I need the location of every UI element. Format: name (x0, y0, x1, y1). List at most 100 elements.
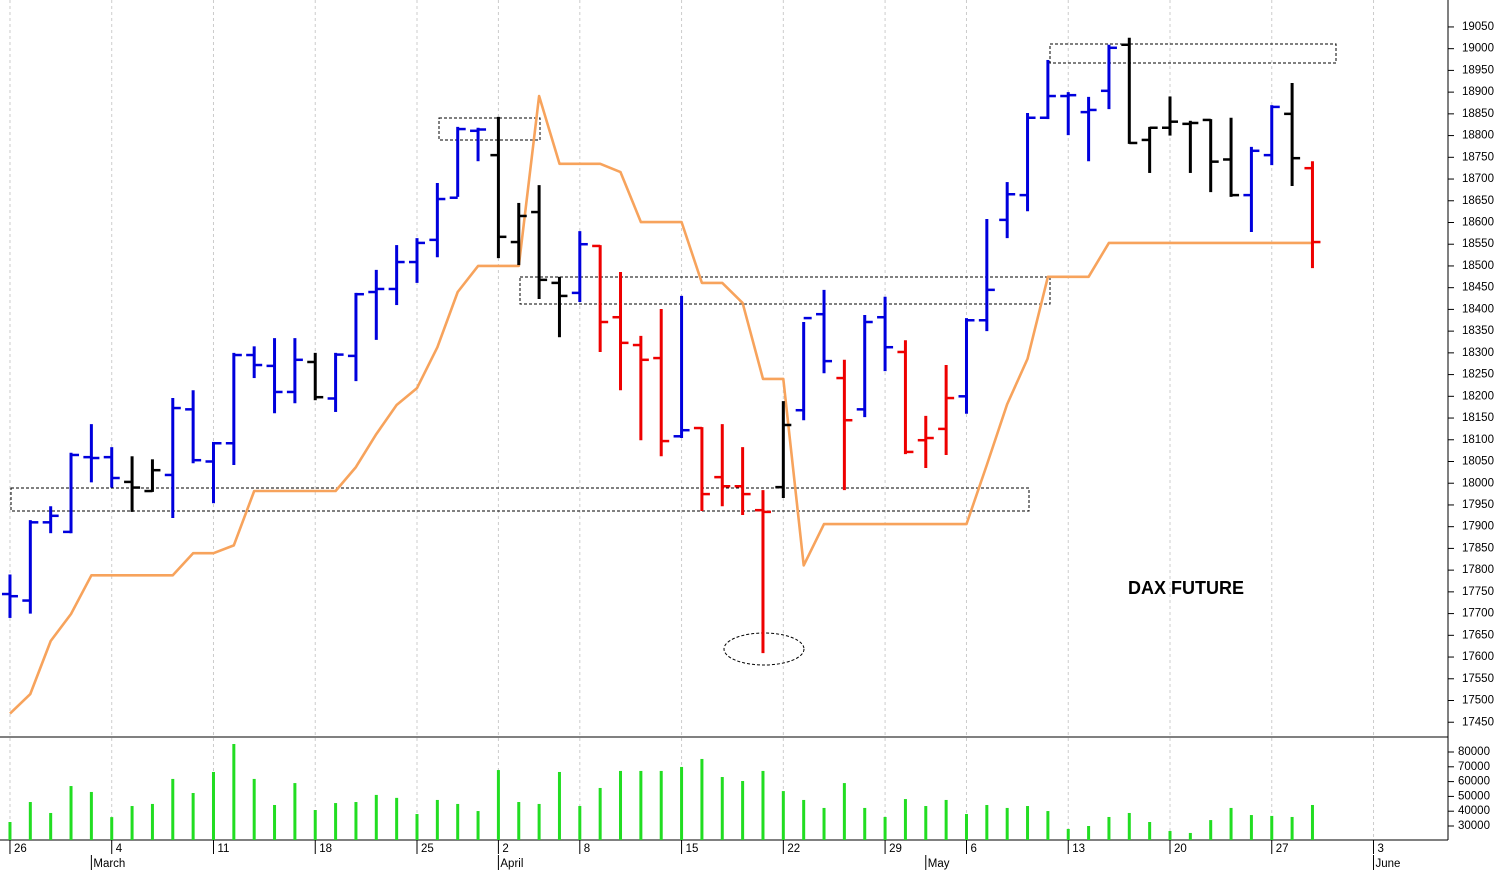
volume-bar (130, 806, 134, 840)
y-tick-label: 17550 (1462, 673, 1494, 685)
volume-bar (1026, 806, 1030, 840)
volume-bar (1310, 804, 1314, 840)
x-tick-label: 27 (1276, 843, 1289, 855)
volume-tick-label: 80000 (1458, 746, 1490, 758)
y-tick-label: 18300 (1462, 347, 1494, 359)
volume-bar (964, 814, 968, 840)
x-tick-label: 26 (14, 843, 27, 855)
month-label: April (500, 858, 523, 870)
volume-bar (1066, 828, 1070, 840)
volume-bar (374, 794, 378, 840)
volume-bar (1290, 816, 1294, 840)
volume-tick-label: 60000 (1458, 776, 1490, 788)
volume-bar (578, 806, 582, 840)
y-tick-label: 18500 (1462, 260, 1494, 272)
volume-bar (659, 770, 663, 840)
y-tick-label: 17650 (1462, 629, 1494, 641)
volume-bar (313, 810, 317, 840)
volume-bar (150, 803, 154, 840)
y-tick-label: 18550 (1462, 238, 1494, 250)
volume-bar (1127, 812, 1131, 840)
y-tick-label: 18350 (1462, 325, 1494, 337)
volume-bar (619, 770, 623, 840)
volume-bar (1087, 825, 1091, 840)
volume-bar (883, 816, 887, 840)
y-tick-label: 17450 (1462, 716, 1494, 728)
volume-bar (863, 807, 867, 840)
volume-bar (557, 771, 561, 840)
volume-bar (761, 770, 765, 840)
y-tick-label: 18200 (1462, 390, 1494, 402)
volume-bar (1249, 815, 1253, 840)
y-tick-label: 18800 (1462, 130, 1494, 142)
y-tick-label: 17700 (1462, 608, 1494, 620)
volume-bar (781, 791, 785, 840)
volume-bar (1046, 811, 1050, 840)
volume-tick-label: 40000 (1458, 805, 1490, 817)
x-tick-label: 29 (889, 843, 902, 855)
x-tick-label: 11 (217, 843, 229, 855)
y-tick-label: 17600 (1462, 651, 1494, 663)
y-tick-label: 18900 (1462, 86, 1494, 98)
volume-bar (334, 803, 338, 840)
volume-tick-label: 30000 (1458, 820, 1490, 832)
volume-bar (1209, 820, 1213, 840)
month-label: May (928, 858, 950, 870)
volume-bar (28, 802, 32, 840)
volume-bar (1107, 816, 1111, 840)
x-tick-label: 25 (421, 843, 434, 855)
volume-bar (171, 778, 175, 840)
volume-bar (496, 770, 500, 840)
volume-bar (741, 781, 745, 840)
volume-tick-label: 70000 (1458, 761, 1490, 773)
volume-bar (191, 792, 195, 840)
y-tick-label: 18600 (1462, 217, 1494, 229)
volume-bar (903, 799, 907, 840)
volume-bar (8, 822, 12, 840)
volume-bar (252, 778, 256, 840)
volume-bar (639, 770, 643, 840)
volume-bar (802, 799, 806, 840)
volume-bar (1229, 807, 1233, 840)
y-tick-label: 17500 (1462, 695, 1494, 707)
stop-line (9, 94, 1313, 715)
resistance-zone (438, 117, 541, 141)
volume-bar (924, 806, 928, 840)
volume-bar (1148, 822, 1152, 840)
y-tick-label: 19000 (1462, 43, 1494, 55)
volume-bar (110, 817, 114, 840)
volume-bar (69, 786, 73, 840)
volume-bar (1168, 831, 1172, 840)
y-tick-label: 18700 (1462, 173, 1494, 185)
y-tick-label: 17950 (1462, 499, 1494, 511)
volume-bar (720, 777, 724, 840)
volume-bar (537, 803, 541, 840)
volume-bar (700, 758, 704, 840)
volume-bar (517, 802, 521, 840)
volume-bar (435, 799, 439, 840)
volume-bar (456, 803, 460, 840)
volume-bar (1270, 815, 1274, 840)
y-tick-label: 18400 (1462, 303, 1494, 315)
x-tick-label: 2 (502, 843, 508, 855)
x-tick-label: 18 (319, 843, 332, 855)
y-tick-label: 18650 (1462, 195, 1494, 207)
volume-bar (49, 812, 53, 840)
y-tick-label: 18750 (1462, 151, 1494, 163)
x-tick-label: 22 (787, 843, 800, 855)
volume-bar (293, 783, 297, 840)
y-tick-label: 19050 (1462, 21, 1494, 33)
x-tick-label: 13 (1072, 843, 1085, 855)
pivot-zone (519, 276, 1051, 305)
y-tick-label: 17850 (1462, 542, 1494, 554)
y-tick-label: 17750 (1462, 586, 1494, 598)
volume-bar (1188, 832, 1192, 840)
volume-bar (476, 811, 480, 840)
y-tick-label: 17900 (1462, 521, 1494, 533)
volume-bar (232, 744, 236, 840)
top-zone (1049, 43, 1337, 64)
y-tick-label: 18150 (1462, 412, 1494, 424)
